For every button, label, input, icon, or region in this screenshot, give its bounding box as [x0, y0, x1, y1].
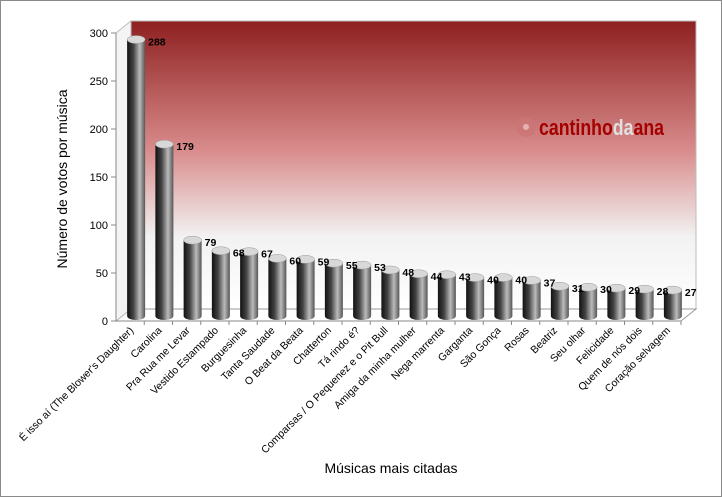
bar	[296, 255, 315, 320]
bar-body	[409, 273, 428, 320]
bar-top	[352, 260, 372, 270]
x-axis-title: Músicas mais citadas	[324, 460, 457, 476]
logo-text-c: ana	[633, 115, 664, 140]
bar-top	[324, 258, 344, 268]
y-tick-label: 0	[102, 316, 108, 328]
logo-text-a: cantinho	[539, 115, 613, 140]
data-label: 59	[318, 256, 330, 268]
data-label: 48	[402, 267, 414, 279]
bar-body	[522, 280, 541, 320]
bar-top	[607, 283, 626, 293]
data-label: 40	[515, 275, 527, 287]
bar-body	[579, 287, 598, 320]
bar	[211, 246, 231, 320]
bar-top	[239, 247, 259, 256]
bar	[381, 265, 400, 320]
bar-body	[183, 240, 202, 320]
y-tick-label: 250	[90, 76, 108, 88]
data-label: 68	[233, 248, 245, 260]
bar-body	[550, 286, 569, 320]
data-label: 67	[261, 249, 273, 261]
data-label: 44	[431, 271, 443, 283]
data-label: 28	[657, 286, 669, 298]
bar	[437, 270, 457, 320]
bar-body	[381, 269, 400, 320]
bar-top	[550, 281, 570, 291]
y-tick-label: 200	[90, 124, 108, 136]
bar	[239, 247, 259, 320]
bar	[465, 273, 485, 320]
disc-hole	[523, 124, 529, 130]
bar	[183, 235, 202, 320]
bar	[155, 139, 174, 320]
svg-text:cantinhodaana: cantinhodaana	[539, 115, 665, 140]
bar	[635, 284, 654, 320]
bar-body	[296, 259, 315, 320]
bar-top	[381, 265, 400, 275]
bar-top	[409, 269, 428, 279]
bar-body	[268, 258, 287, 320]
bar-body	[466, 277, 485, 320]
bar-body	[324, 263, 343, 320]
data-label: 53	[374, 262, 386, 274]
bar-body	[240, 251, 259, 320]
bar-top	[183, 235, 202, 245]
bar-top	[465, 273, 485, 282]
data-label: 55	[346, 260, 358, 272]
y-axis-title: Número de votos por música	[54, 89, 70, 268]
y-tick-label: 100	[90, 220, 108, 232]
bar-body	[607, 288, 626, 320]
bar	[550, 281, 570, 320]
watermark-logo: cantinhodaana	[516, 115, 665, 140]
y-tick-label: 300	[90, 28, 108, 40]
bar-top	[211, 246, 231, 255]
data-label: 43	[459, 272, 471, 284]
bar	[126, 35, 146, 321]
bar-top	[155, 139, 174, 149]
bar-body	[211, 250, 230, 320]
bar	[409, 269, 428, 320]
bar-top	[268, 254, 287, 263]
bar-top	[494, 273, 513, 282]
bar-top	[296, 255, 315, 264]
data-label: 60	[289, 255, 301, 267]
bar-top	[126, 35, 146, 44]
y-tick-label: 150	[90, 172, 108, 184]
bar-body	[155, 144, 174, 320]
bar-top	[437, 270, 457, 279]
data-label: 179	[176, 141, 194, 153]
bar-body	[494, 277, 513, 320]
logo-text-b: da	[613, 115, 634, 140]
data-label: 31	[572, 283, 584, 295]
bar-body	[437, 274, 456, 320]
bar	[324, 258, 344, 320]
data-label: 27	[685, 287, 697, 299]
bar-top	[663, 285, 683, 295]
bar	[522, 276, 541, 320]
bar-body	[663, 290, 682, 320]
bar	[268, 254, 287, 320]
data-label: 30	[600, 284, 612, 296]
bar	[494, 273, 513, 320]
bar	[578, 282, 598, 320]
bar	[663, 285, 683, 320]
bar-body	[127, 39, 146, 321]
bar	[607, 283, 626, 320]
bar-top	[522, 276, 541, 285]
x-tick-label: Rosas	[502, 325, 532, 355]
bar-top	[578, 282, 598, 292]
x-tick-label: É isso aí (The Blower's Daughter)	[16, 324, 136, 444]
data-label: 288	[148, 37, 166, 49]
bar-body	[353, 265, 372, 320]
data-label: 40	[487, 275, 499, 287]
bar-body	[635, 289, 654, 320]
data-label: 37	[544, 277, 556, 289]
bar	[352, 260, 372, 320]
y-tick-label: 50	[96, 268, 108, 280]
data-label: 79	[205, 237, 217, 249]
data-label: 29	[628, 285, 640, 297]
bar-top	[635, 284, 654, 294]
